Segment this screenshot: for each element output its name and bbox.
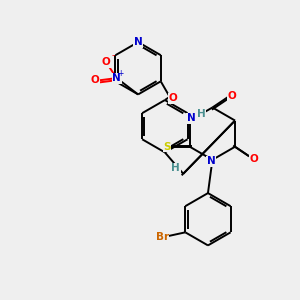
Text: N: N: [187, 113, 196, 123]
Text: O: O: [102, 57, 111, 67]
Text: -: -: [111, 52, 115, 61]
Text: S: S: [163, 142, 171, 152]
Text: H: H: [172, 164, 180, 173]
Text: Br: Br: [156, 232, 169, 242]
Text: O: O: [250, 154, 259, 164]
Text: O: O: [169, 93, 178, 103]
Text: O: O: [227, 91, 236, 100]
Text: N: N: [207, 156, 215, 166]
Text: O: O: [90, 76, 99, 85]
Text: +: +: [117, 69, 124, 78]
Text: N: N: [112, 73, 121, 83]
Text: H: H: [197, 109, 206, 119]
Text: N: N: [134, 37, 142, 47]
